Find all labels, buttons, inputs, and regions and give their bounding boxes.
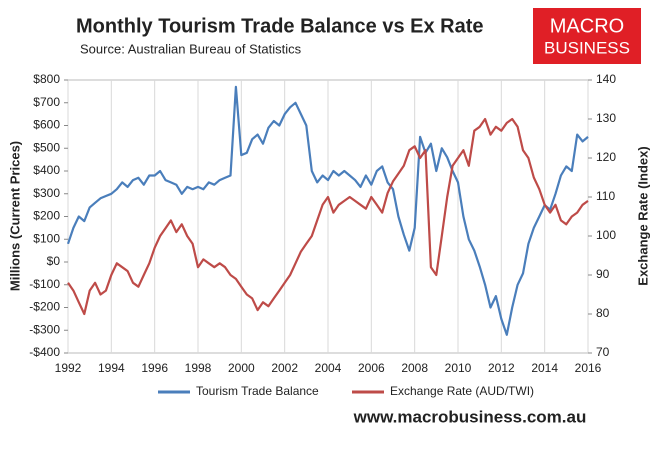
y-tick-label: -$400	[29, 345, 60, 359]
legend-label: Tourism Trade Balance	[196, 384, 319, 398]
y-tick-label: $100	[33, 231, 60, 245]
y-tick-label: $500	[33, 140, 60, 154]
x-tick-label: 2010	[445, 361, 472, 375]
y-tick-label: $600	[33, 118, 60, 132]
x-tick-label: 2000	[228, 361, 255, 375]
y-tick-label: -$300	[29, 322, 60, 336]
y2-tick-label: 90	[596, 267, 610, 281]
x-tick-label: 2008	[401, 361, 428, 375]
chart-title: Monthly Tourism Trade Balance vs Ex Rate	[76, 15, 484, 37]
y2-tick-label: 120	[596, 150, 616, 164]
y2-tick-label: 110	[596, 189, 615, 203]
logo-text: MACRO	[550, 15, 624, 37]
logo-text: BUSINESS	[544, 38, 630, 57]
y2-tick-label: 70	[596, 345, 610, 359]
footer: www.macrobusiness.com.au	[353, 407, 587, 426]
y-tick-label: -$200	[29, 300, 60, 314]
x-tick-label: 2012	[488, 361, 515, 375]
x-tick-label: 1994	[98, 361, 125, 375]
y2-tick-label: 80	[596, 306, 610, 320]
x-tick-label: 1998	[185, 361, 212, 375]
chart-subtitle: Source: Australian Bureau of Statistics	[80, 41, 302, 56]
y2-tick-label: 140	[596, 72, 616, 86]
y-tick-label: $700	[33, 95, 60, 109]
y2-axis-label: Exchange Rate (Index)	[635, 146, 650, 285]
x-tick-label: 1996	[141, 361, 168, 375]
y-axis-label: Millions (Current Prices)	[7, 141, 22, 291]
x-tick-label: 2004	[315, 361, 342, 375]
data-line	[67, 117, 589, 316]
y-tick-label: $200	[33, 209, 60, 223]
x-tick-label: 2006	[358, 361, 385, 375]
y2-tick-label: 130	[596, 111, 616, 125]
y-tick-label: $400	[33, 163, 60, 177]
logo-box	[533, 8, 641, 64]
y-tick-label: $300	[33, 186, 60, 200]
y-tick-label: $0	[47, 254, 61, 268]
data-line	[66, 85, 589, 336]
y-tick-label: $800	[33, 72, 60, 86]
legend-label: Exchange Rate (AUD/TWI)	[390, 384, 534, 398]
x-tick-label: 2016	[575, 361, 602, 375]
x-tick-label: 2014	[531, 361, 558, 375]
y2-tick-label: 100	[596, 228, 616, 242]
x-tick-label: 1992	[55, 361, 82, 375]
y-tick-label: -$100	[29, 277, 60, 291]
x-tick-label: 2002	[271, 361, 298, 375]
